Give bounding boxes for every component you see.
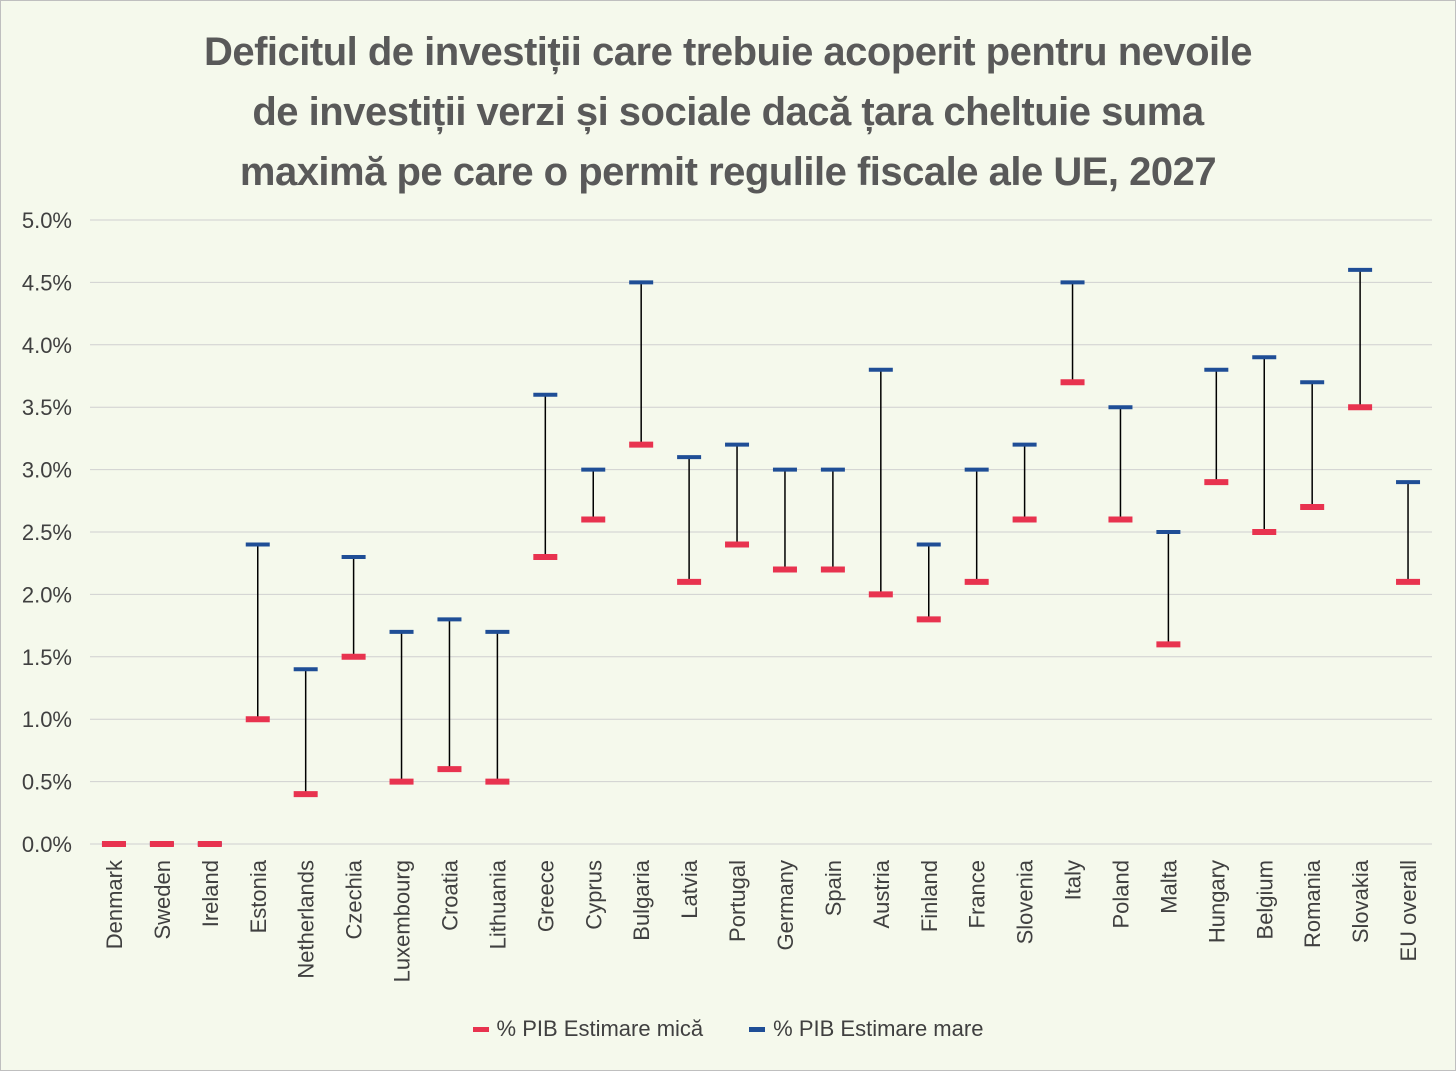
x-tick-label: Spain xyxy=(821,860,846,916)
x-tick-label: Belgium xyxy=(1252,860,1277,939)
x-tick-label: EU overall xyxy=(1396,860,1421,961)
x-tick-label: Lithuania xyxy=(485,859,510,949)
y-tick-label: 5.0% xyxy=(22,208,72,233)
x-tick-label: Austria xyxy=(869,859,894,928)
x-tick-label: Romania xyxy=(1300,859,1325,948)
x-tick-label: Ireland xyxy=(198,860,223,927)
y-tick-label: 3.5% xyxy=(22,395,72,420)
legend-swatch-low xyxy=(472,1026,489,1032)
x-tick-label: Slovakia xyxy=(1348,859,1373,943)
x-tick-label: Czechia xyxy=(342,859,367,939)
x-tick-label: Sweden xyxy=(150,860,175,940)
legend-swatch-high xyxy=(749,1026,766,1032)
y-tick-label: 2.0% xyxy=(22,582,72,607)
legend-label-low: % PIB Estimare mică xyxy=(496,1016,704,1041)
x-tick-label: Germany xyxy=(773,860,798,950)
x-tick-label: Portugal xyxy=(725,860,750,942)
x-tick-label: Denmark xyxy=(102,859,127,949)
legend: % PIB Estimare mică % PIB Estimare mare xyxy=(0,1016,1456,1042)
gridlines xyxy=(90,219,1432,845)
x-tick-label: France xyxy=(965,860,990,928)
y-tick-label: 1.0% xyxy=(22,707,72,732)
y-tick-label: 4.5% xyxy=(22,270,72,295)
x-tick-label: Luxembourg xyxy=(390,860,415,982)
range-lines xyxy=(257,269,1409,795)
x-tick-label: Hungary xyxy=(1204,860,1229,943)
x-tick-label: Croatia xyxy=(437,859,462,931)
y-axis-ticks: 0.0% 0.5% 1.0% 1.5% 2.0% 2.5% 3.0% 3.5% 4.0% 4.5%… xyxy=(22,208,72,857)
x-tick-label: Latvia xyxy=(677,859,702,918)
y-tick-label: 1.5% xyxy=(22,645,72,670)
y-tick-label: 3.0% xyxy=(22,458,72,483)
markers xyxy=(101,267,1421,847)
x-tick-label: Estonia xyxy=(246,859,271,933)
x-tick-label: Cyprus xyxy=(581,860,606,930)
x-tick-label: Bulgaria xyxy=(629,859,654,940)
x-tick-label: Finland xyxy=(917,860,942,932)
x-tick-label: Greece xyxy=(533,860,558,932)
x-axis-ticks: Denmark Sweden Ireland Estonia Netherlands Cz… xyxy=(102,859,1421,982)
chart-title: Deficitul de investiții care trebuie aco… xyxy=(203,30,1253,194)
x-tick-label: Malta xyxy=(1156,859,1181,914)
x-tick-label: Slovenia xyxy=(1013,859,1038,944)
legend-item-low: % PIB Estimare mică xyxy=(472,1016,704,1042)
y-tick-label: 0.5% xyxy=(22,770,72,795)
y-tick-label: 4.0% xyxy=(22,333,72,358)
y-tick-label: 2.5% xyxy=(22,520,72,545)
legend-label-high: % PIB Estimare mare xyxy=(773,1016,984,1041)
x-tick-label: Netherlands xyxy=(294,860,319,979)
x-tick-label: Italy xyxy=(1061,860,1086,900)
legend-item-high: % PIB Estimare mare xyxy=(749,1016,983,1042)
x-tick-label: Poland xyxy=(1108,860,1133,929)
y-tick-label: 0.0% xyxy=(22,832,72,857)
